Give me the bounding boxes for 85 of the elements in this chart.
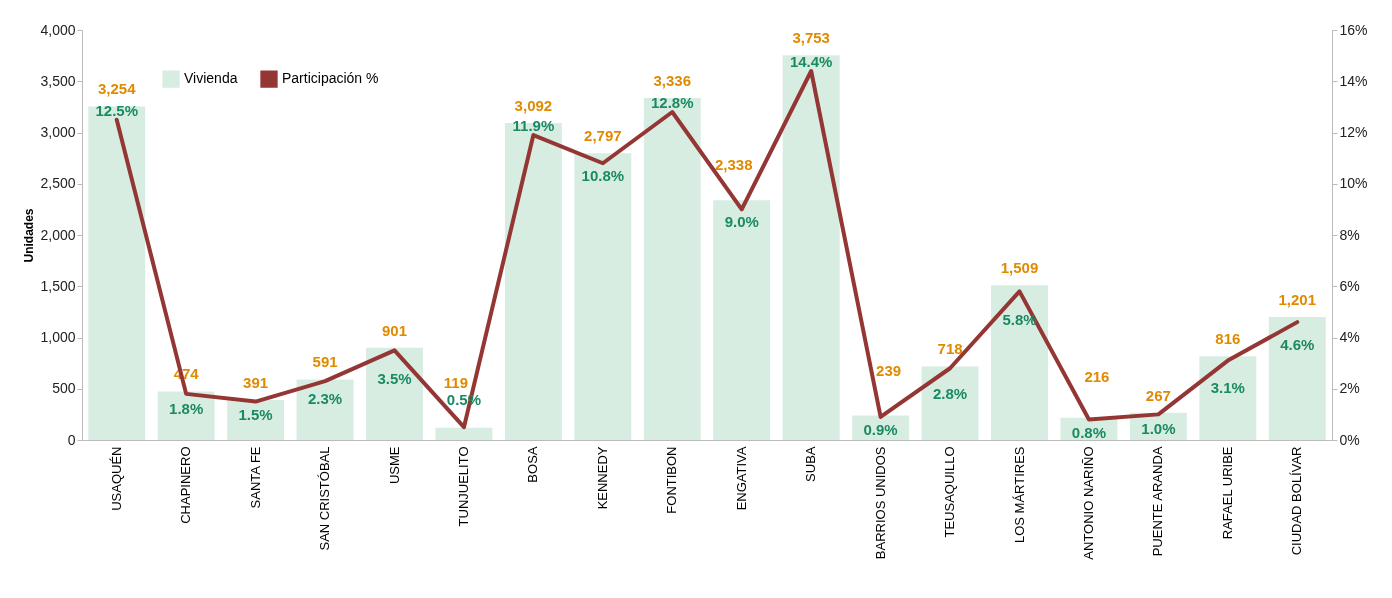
y-tick-label: 500 <box>52 380 76 397</box>
x-tick-label: PUENTE ARANDA <box>1150 446 1166 557</box>
data-label: 9.0% <box>724 213 759 231</box>
x-tick-label: FONTIBON <box>664 446 680 514</box>
data-label: 216 <box>1084 368 1110 386</box>
data-label: 267 <box>1145 386 1171 404</box>
data-label: 3,254 <box>97 80 137 98</box>
data-label: 12.5% <box>95 101 138 119</box>
y-tick-label: 2,000 <box>40 226 76 243</box>
data-label: 14.4% <box>789 53 833 70</box>
x-tick-label: TEUSAQUILLO <box>942 446 958 538</box>
bar <box>296 379 354 440</box>
data-label: 3.1% <box>1210 378 1245 396</box>
legend-label: Participación % <box>282 70 379 87</box>
x-tick-label: BOSA <box>525 446 541 483</box>
y-tick-label: 3,000 <box>40 124 76 140</box>
data-label: 11.9% <box>512 117 555 135</box>
data-label: 3,336 <box>653 72 692 90</box>
y2-tick-label: 6% <box>1339 277 1360 294</box>
y-tick-label: 1,000 <box>40 329 76 345</box>
x-tick-label: SUBA <box>803 446 819 482</box>
data-label: 1.0% <box>1141 419 1176 437</box>
x-tick-label: BARRIOS UNIDOS <box>872 446 888 560</box>
y2-tick-label: 14% <box>1339 72 1368 89</box>
data-label: 0.9% <box>863 420 898 438</box>
x-tick-label: USME <box>386 446 402 485</box>
data-label: 2,338 <box>714 155 753 173</box>
data-label: 10.8% <box>581 167 625 185</box>
bar <box>504 123 562 440</box>
bar <box>366 347 423 440</box>
data-label: 718 <box>937 340 963 358</box>
x-tick-label: USAQUÉN <box>108 446 124 511</box>
x-tick-label: LOS MÁRTIRES <box>1011 446 1027 544</box>
bar <box>921 366 979 440</box>
data-label: 3.5% <box>377 370 412 388</box>
x-tick-label: ANTONIO NARIÑO <box>1080 446 1096 560</box>
bar <box>782 55 840 440</box>
data-label: 1.8% <box>169 399 204 417</box>
data-label: 3,092 <box>514 97 553 115</box>
data-label: 119 <box>443 373 469 391</box>
data-label: 2.8% <box>932 384 968 402</box>
data-label: 239 <box>876 361 902 379</box>
x-tick-label: SANTA FE <box>247 446 263 509</box>
bar <box>574 153 632 440</box>
x-tick-label: ENGATIVA <box>733 446 749 511</box>
legend-label: Vivienda <box>184 70 238 87</box>
data-label: 901 <box>381 321 408 339</box>
y2-tick-label: 8% <box>1339 226 1360 243</box>
data-label: 816 <box>1215 330 1241 348</box>
bar <box>643 98 701 440</box>
data-label: 2,797 <box>584 127 622 145</box>
y2-tick-label: 2% <box>1339 380 1360 397</box>
data-label: 2.3% <box>307 390 343 408</box>
data-label: 391 <box>243 373 269 391</box>
y-tick-label: 0 <box>67 431 76 448</box>
y-tick-label: 4,000 <box>40 21 76 38</box>
bar <box>435 427 493 440</box>
y2-tick-label: 4% <box>1339 329 1360 345</box>
x-tick-label: CHAPINERO <box>178 446 194 524</box>
bar <box>1268 316 1326 440</box>
x-tick-label: KENNEDY <box>594 446 610 510</box>
data-label: 4.6% <box>1280 336 1315 354</box>
bar <box>88 106 146 440</box>
y2-tick-label: 0% <box>1339 431 1360 448</box>
x-tick-label: SAN CRISTÓBAL <box>317 446 333 551</box>
y2-tick-label: 12% <box>1339 124 1368 140</box>
data-label: 1,509 <box>1000 259 1039 277</box>
y2-tick-label: 16% <box>1339 21 1368 38</box>
x-tick-label: TUNJUELITO <box>455 446 471 527</box>
y-tick-label: 1,500 <box>40 277 76 294</box>
y-tick-label: 2,500 <box>40 175 76 192</box>
data-label: 1.5% <box>238 405 273 423</box>
y-axis-title: Unidades <box>22 208 37 263</box>
y2-tick-label: 10% <box>1339 175 1368 192</box>
bar <box>713 200 771 440</box>
data-label: 591 <box>312 353 338 371</box>
data-label: 12.8% <box>651 94 694 111</box>
bar <box>1199 356 1257 440</box>
bar <box>991 285 1048 440</box>
x-tick-label: CIUDAD BOLÍVAR <box>1289 446 1305 556</box>
data-label: 0.8% <box>1071 423 1107 441</box>
data-label: 1,201 <box>1278 290 1317 308</box>
x-tick-label: RAFAEL URIBE <box>1219 446 1235 540</box>
data-label: 3,753 <box>792 29 830 47</box>
y-tick-label: 3,500 <box>40 72 76 89</box>
